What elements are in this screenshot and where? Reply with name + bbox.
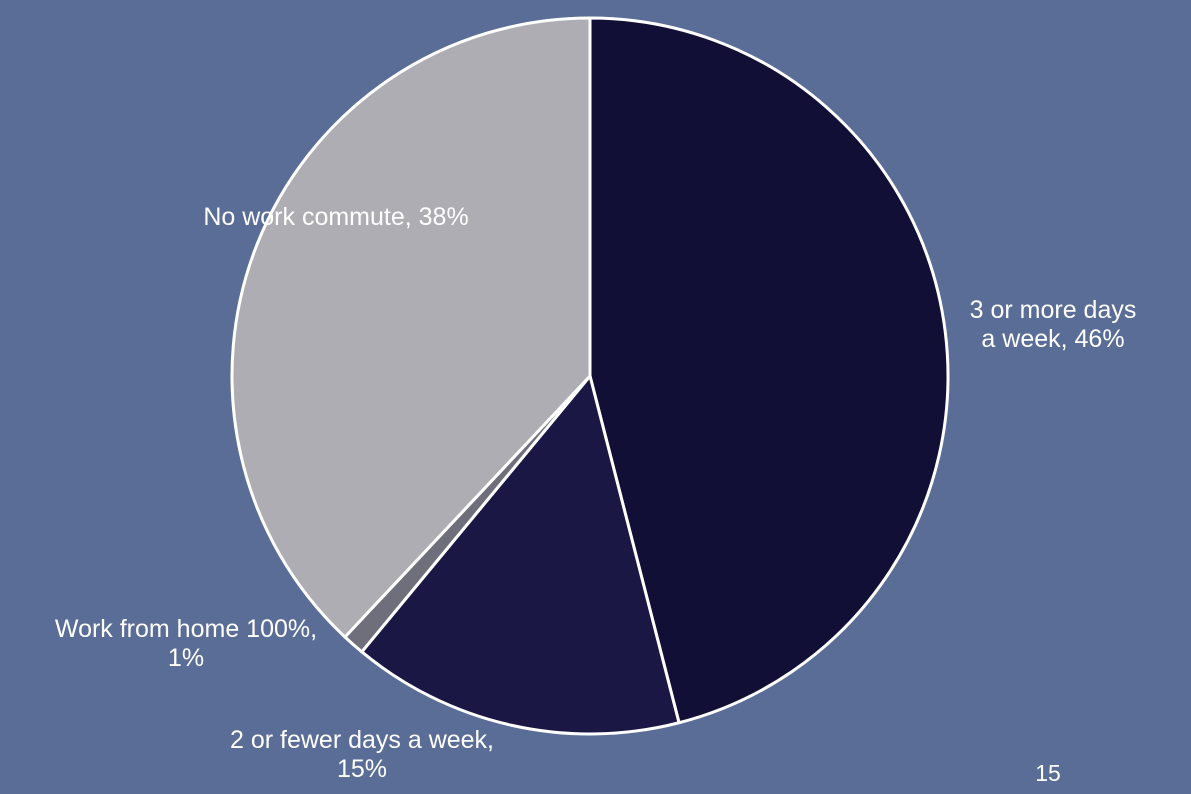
slice-label-line: Work from home 100%, <box>55 615 317 643</box>
page-number: 15 <box>1035 760 1061 786</box>
pie-slice-2 <box>360 374 681 736</box>
slice-label-line: a week, 46% <box>981 325 1124 353</box>
slice-label-1: 3 or more days a week, 46% <box>970 296 1137 353</box>
slice-label-line: 1% <box>168 644 204 672</box>
pie-slice-1 <box>588 16 950 725</box>
slice-label-2: 2 or fewer days a week, 15% <box>230 726 494 783</box>
slice-label-line: 15% <box>337 755 387 783</box>
slice-label-line: No work commute, 38% <box>203 203 468 231</box>
slice-label-line: 2 or fewer days a week, <box>230 726 494 754</box>
slice-label-4: No work commute, 38% <box>203 203 468 231</box>
pie-slices <box>230 16 950 736</box>
slice-label-line: 3 or more days <box>970 296 1137 324</box>
slice-label-3: Work from home 100%, 1% <box>55 615 317 672</box>
pie-slice-4 <box>230 16 592 639</box>
pie-labels: 3 or more days a week, 46% 2 or fewer days… <box>55 203 1136 783</box>
